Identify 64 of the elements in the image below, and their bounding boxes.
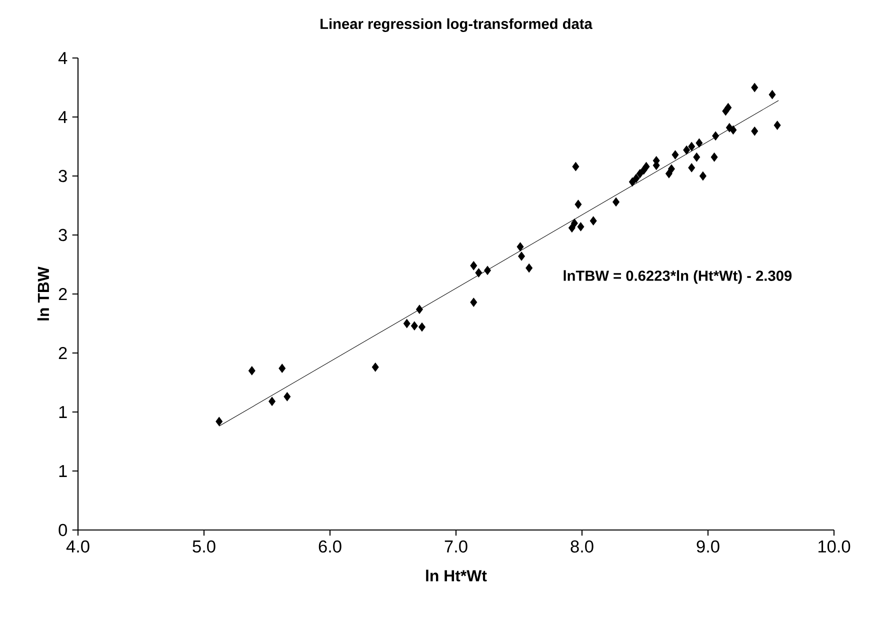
point bbox=[410, 321, 418, 330]
point bbox=[683, 146, 690, 155]
point bbox=[216, 416, 223, 426]
point bbox=[700, 171, 706, 181]
point bbox=[693, 152, 700, 162]
x-tick-label: 8.0 bbox=[570, 540, 594, 553]
point bbox=[570, 218, 578, 228]
annotation: lnTBW = 0.6223*ln (Ht*Wt) - 2.309 bbox=[564, 270, 792, 284]
point bbox=[668, 164, 675, 174]
point bbox=[284, 392, 291, 402]
y-tick-label: 2 bbox=[58, 346, 67, 360]
y-tick-label: 4 bbox=[58, 52, 68, 64]
x-tick-label: 6.0 bbox=[318, 540, 342, 553]
point bbox=[248, 366, 256, 376]
point bbox=[774, 120, 781, 130]
point bbox=[268, 396, 276, 406]
x-tick-label: 10.0 bbox=[818, 540, 850, 553]
x-tick-label: 5.0 bbox=[192, 540, 216, 553]
y-tick-label: 1 bbox=[59, 406, 67, 418]
point bbox=[696, 138, 703, 148]
point bbox=[572, 162, 580, 172]
point bbox=[526, 264, 533, 273]
point bbox=[665, 169, 672, 178]
point bbox=[577, 222, 584, 232]
point bbox=[278, 364, 286, 373]
y-tick-label: 0 bbox=[58, 524, 67, 536]
point bbox=[768, 90, 776, 100]
point bbox=[484, 266, 491, 275]
x-tick-label: 7.0 bbox=[444, 540, 468, 553]
y-tick-label: 1 bbox=[59, 465, 67, 477]
point bbox=[688, 142, 696, 152]
point bbox=[712, 131, 720, 140]
y-tick-label: 3 bbox=[58, 170, 67, 182]
point bbox=[672, 150, 679, 160]
point bbox=[688, 163, 696, 172]
point bbox=[403, 318, 410, 328]
point bbox=[636, 169, 644, 178]
point bbox=[372, 362, 379, 372]
y-tick-label: 3 bbox=[58, 228, 67, 242]
x-tick-label: 4.0 bbox=[66, 540, 90, 553]
point bbox=[574, 200, 582, 209]
point bbox=[710, 152, 718, 162]
y-tick-label: 4 bbox=[58, 111, 68, 123]
point bbox=[612, 197, 620, 206]
y-tick-label: 2 bbox=[58, 288, 67, 300]
point bbox=[628, 177, 636, 186]
chart-title: Linear regression log-transformed data bbox=[320, 18, 592, 32]
point bbox=[642, 162, 650, 172]
x-tick-label: 9.0 bbox=[696, 540, 720, 553]
point bbox=[751, 82, 758, 92]
point bbox=[632, 174, 640, 183]
point bbox=[470, 298, 478, 307]
point bbox=[470, 261, 478, 270]
point bbox=[518, 252, 525, 261]
point bbox=[475, 268, 482, 278]
point bbox=[416, 304, 423, 314]
point bbox=[751, 126, 758, 136]
point bbox=[590, 216, 597, 226]
x-axis-title: ln Ht*Wt bbox=[426, 570, 487, 582]
point bbox=[730, 125, 737, 134]
point bbox=[516, 242, 524, 252]
y-axis-title: ln TBW bbox=[37, 266, 49, 320]
point bbox=[418, 322, 426, 332]
point bbox=[724, 103, 732, 112]
